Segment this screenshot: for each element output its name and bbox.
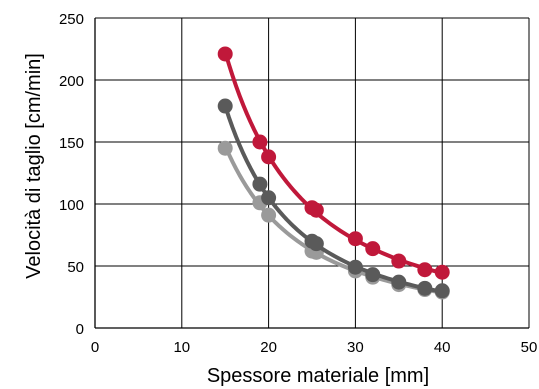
series-1-point: [347, 231, 363, 247]
series-2-point: [261, 190, 277, 206]
x-tick-label: 0: [91, 339, 99, 356]
x-tick-label: 20: [260, 339, 277, 356]
series-1-point: [365, 241, 381, 257]
series-2: [217, 98, 450, 299]
series-1-point: [252, 134, 268, 150]
series-1-point: [308, 202, 324, 218]
series-2-point: [252, 176, 268, 192]
series-1-point: [261, 149, 277, 165]
y-axis-title: Velocità di taglio [cm/min]: [23, 53, 45, 279]
series-2-point: [308, 236, 324, 252]
y-tick-label: 0: [76, 321, 84, 338]
series-layer: [217, 46, 450, 300]
x-axis-title: Spessore materiale [mm]: [207, 365, 429, 387]
x-tick-label: 10: [173, 339, 190, 356]
y-tick-label: 50: [67, 259, 84, 276]
y-tick-label: 100: [59, 197, 84, 214]
series-1-point: [417, 262, 433, 278]
x-tick-label: 40: [434, 339, 451, 356]
series-3-point: [261, 207, 277, 223]
y-tick-label: 150: [59, 135, 84, 152]
series-3-curve: [223, 143, 445, 295]
series-3-point: [217, 140, 233, 156]
series-2-point: [365, 267, 381, 283]
y-tick-label: 250: [59, 11, 84, 28]
series-2-point: [347, 259, 363, 275]
series-2-point: [417, 280, 433, 296]
series-2-point: [434, 283, 450, 299]
series-2-point: [217, 98, 233, 114]
series-3: [217, 140, 450, 300]
x-tick-label: 50: [521, 339, 538, 356]
series-1-curve: [223, 49, 445, 276]
axes: 0 10 20 30 40 50 0 50 100 150 200 250: [59, 11, 537, 356]
series-1-point: [391, 253, 407, 269]
x-tick-label: 30: [347, 339, 364, 356]
series-1-point: [217, 46, 233, 62]
series-1: [217, 46, 450, 280]
grid: [95, 17, 530, 328]
series-1-point: [434, 264, 450, 280]
y-tick-label: 200: [59, 73, 84, 90]
series-2-point: [391, 274, 407, 290]
